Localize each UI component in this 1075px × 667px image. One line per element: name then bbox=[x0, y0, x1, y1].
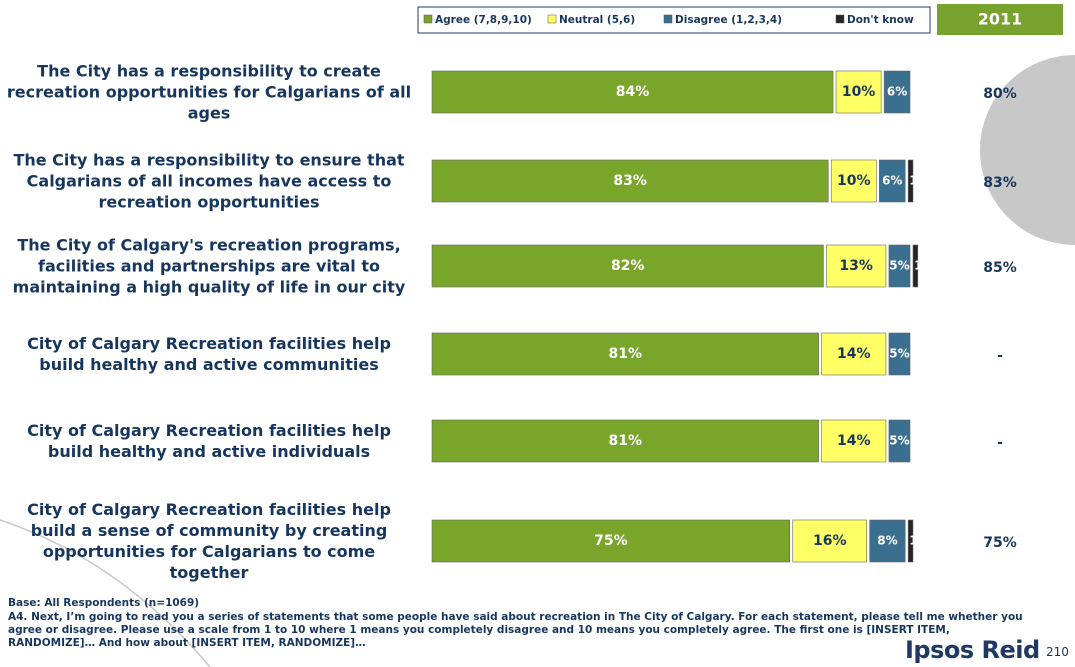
value-label: 6% bbox=[887, 85, 907, 99]
value-label: 10% bbox=[837, 173, 871, 189]
bar-segment bbox=[431, 519, 791, 563]
comparison-value: 83% bbox=[983, 175, 1017, 191]
legend-swatch bbox=[835, 14, 845, 24]
bar-segment bbox=[907, 159, 914, 203]
bar-segment bbox=[830, 159, 877, 203]
value-label: 81% bbox=[609, 346, 643, 362]
bar-segment bbox=[883, 70, 911, 114]
value-label: 1 bbox=[909, 174, 917, 188]
category-label: City of Calgary Recreation facilities he… bbox=[27, 334, 391, 374]
comparison-header-box bbox=[937, 4, 1063, 35]
question-note: A4. Next, I’m going to read you a series… bbox=[8, 611, 1023, 649]
value-label: 75% bbox=[594, 533, 628, 549]
bar-segment bbox=[888, 332, 911, 376]
page-number: 210 bbox=[1046, 645, 1069, 659]
bar-segment bbox=[821, 332, 887, 376]
value-label: 8% bbox=[877, 534, 897, 548]
legend-swatch bbox=[663, 14, 673, 24]
category-label: The City has a responsibility to ensure … bbox=[13, 150, 405, 212]
bar-segment bbox=[792, 519, 868, 563]
bar-segment bbox=[821, 419, 887, 463]
bar-segment bbox=[888, 419, 911, 463]
brand: Ipsos Reid bbox=[905, 636, 1040, 664]
value-label: 10% bbox=[842, 84, 876, 100]
value-label: 84% bbox=[616, 84, 650, 100]
bar-segment bbox=[879, 159, 906, 203]
bar-segment bbox=[888, 244, 911, 288]
legend-box bbox=[417, 6, 931, 34]
value-label: 5% bbox=[889, 347, 909, 361]
value-label: 16% bbox=[813, 533, 847, 549]
comparison-value: 85% bbox=[983, 260, 1017, 276]
category-label: City of Calgary Recreation facilities he… bbox=[27, 421, 391, 461]
bar-segment bbox=[869, 519, 906, 563]
bar-segment bbox=[826, 244, 887, 288]
value-label: 1 bbox=[909, 534, 917, 548]
category-label: City of Calgary Recreation facilities he… bbox=[27, 500, 391, 582]
bar-segment bbox=[912, 244, 919, 288]
bar-segment bbox=[431, 244, 824, 288]
value-label: 83% bbox=[613, 173, 647, 189]
legend-label: Neutral (5,6) bbox=[559, 14, 635, 26]
value-label: 1 bbox=[914, 259, 922, 273]
comparison-value: - bbox=[997, 435, 1003, 451]
legend-label: Don't know bbox=[847, 14, 914, 26]
bar-segment bbox=[431, 159, 829, 203]
comparison-value: 75% bbox=[983, 535, 1017, 551]
legend-swatch bbox=[423, 14, 433, 24]
comparison-value: - bbox=[997, 348, 1003, 364]
comparison-value: 80% bbox=[983, 86, 1017, 102]
comparison-header: 2011 bbox=[978, 10, 1023, 29]
category-label: The City has a responsibility to create … bbox=[6, 61, 412, 123]
bar-segment bbox=[431, 70, 834, 114]
decoration bbox=[0, 519, 211, 667]
bar-segment bbox=[907, 519, 914, 563]
category-label: The City of Calgary's recreation program… bbox=[12, 235, 406, 297]
value-label: 81% bbox=[609, 433, 643, 449]
value-label: 6% bbox=[882, 174, 902, 188]
value-label: 13% bbox=[839, 258, 873, 274]
value-label: 14% bbox=[837, 346, 871, 362]
value-label: 14% bbox=[837, 433, 871, 449]
legend-label: Disagree (1,2,3,4) bbox=[675, 14, 782, 26]
legend-swatch bbox=[547, 14, 557, 24]
value-label: 5% bbox=[889, 259, 909, 273]
bar-segment bbox=[431, 332, 819, 376]
legend-label: Agree (7,8,9,10) bbox=[435, 14, 532, 26]
base-note: Base: All Respondents (n=1069) bbox=[8, 597, 200, 609]
value-label: 82% bbox=[611, 258, 645, 274]
decoration bbox=[980, 55, 1075, 245]
value-label: 5% bbox=[889, 434, 909, 448]
bar-segment bbox=[835, 70, 882, 114]
bar-segment bbox=[431, 419, 819, 463]
